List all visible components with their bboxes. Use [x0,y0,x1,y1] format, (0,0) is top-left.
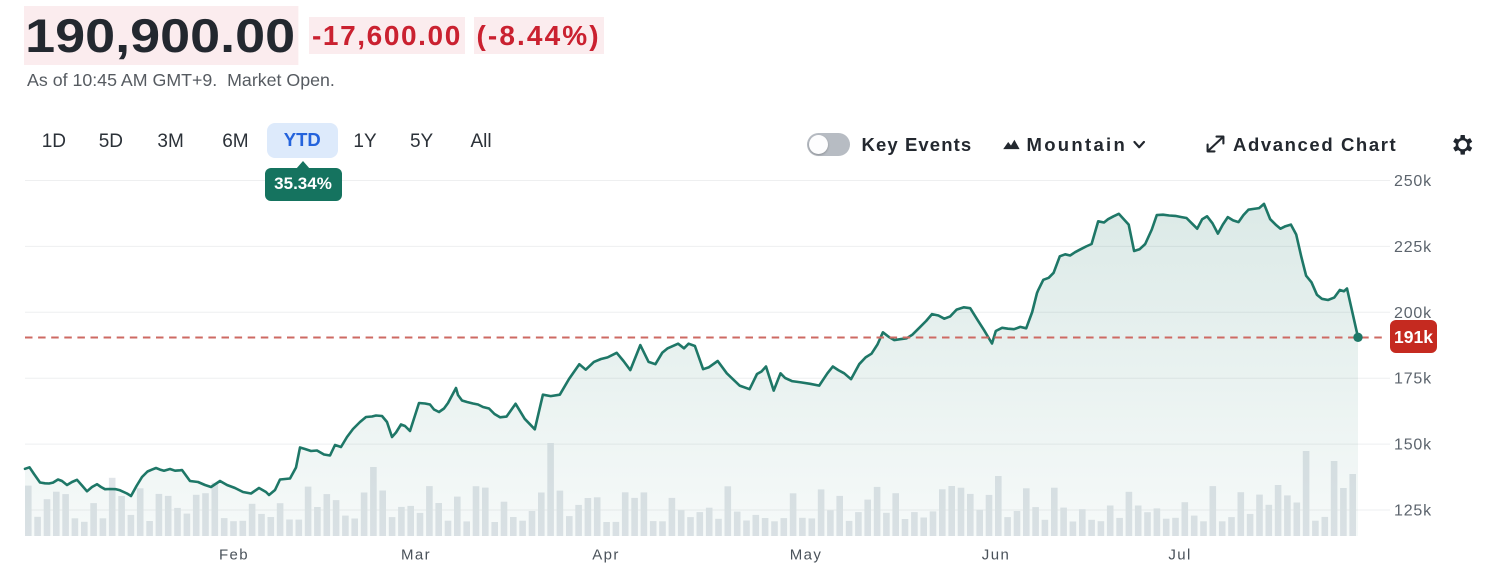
svg-text:175k: 175k [1394,371,1432,388]
svg-text:Apr: Apr [592,547,620,564]
svg-text:250k: 250k [1394,173,1432,190]
svg-text:Jun: Jun [982,547,1010,564]
svg-text:150k: 150k [1394,437,1432,454]
svg-text:200k: 200k [1394,305,1432,322]
svg-text:Mar: Mar [401,547,431,564]
svg-text:Feb: Feb [219,547,249,564]
svg-text:225k: 225k [1394,239,1432,256]
svg-text:Jul: Jul [1168,547,1191,564]
svg-text:125k: 125k [1394,503,1432,520]
svg-text:191k: 191k [1394,327,1433,347]
svg-text:May: May [790,547,823,564]
